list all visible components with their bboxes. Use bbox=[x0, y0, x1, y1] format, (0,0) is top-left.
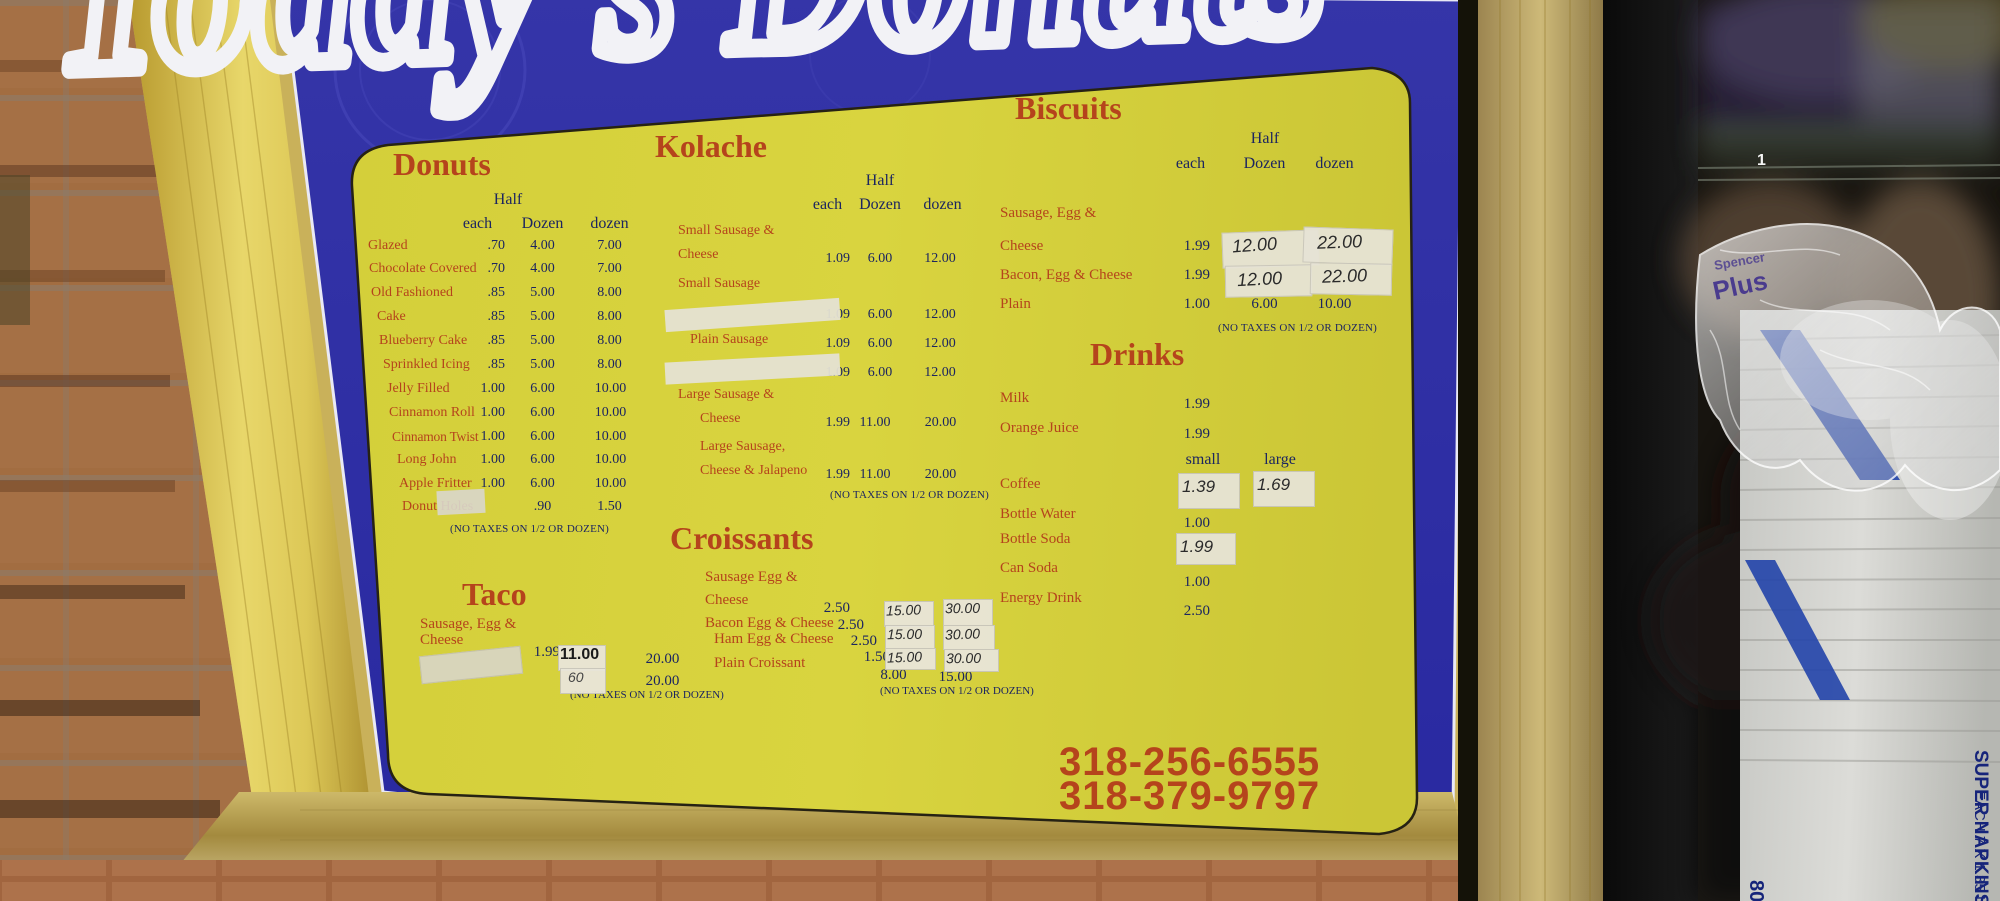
svg-text:Today's Donuts: Today's Donuts bbox=[46, 0, 1330, 124]
